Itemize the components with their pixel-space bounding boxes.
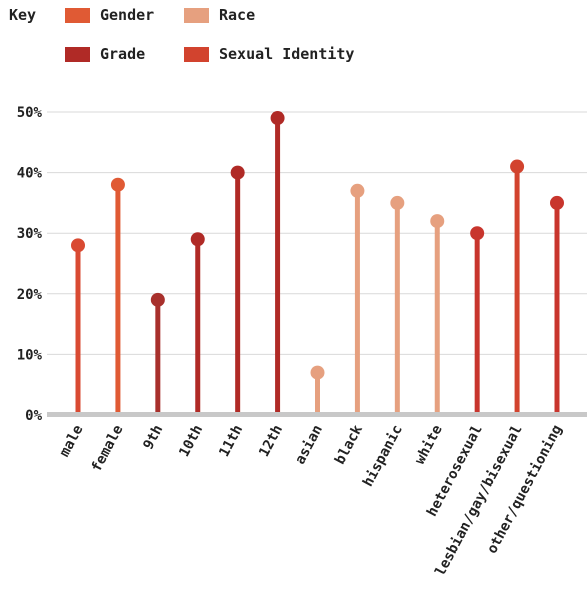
lollipop-stems [75,118,560,415]
x-tick-label-male: male [57,422,87,459]
x-tick-label-9th: 9th [140,422,166,452]
legend-swatch-gender [65,7,90,23]
x-tick-label-hispanic: hispanic [360,422,406,489]
legend: Key Gender Race Grade Sexual Identity [0,0,587,70]
y-tick-label: 0% [25,408,42,424]
lollipop-dot-lesbian/gay/bisexual [510,159,525,174]
lollipop-dot-9th [150,292,165,307]
grid-lines [47,111,587,355]
x-tick-label-10th: 10th [176,422,206,459]
x-tick-label-asian: asian [292,422,326,467]
x-axis-baseline [47,412,587,417]
lollipop-dot-hispanic [390,195,405,210]
y-tick-label: 50% [17,105,43,121]
lollipop-dot-white [430,214,445,229]
legend-swatch-grade [65,46,90,62]
lollipop-dots [71,111,564,380]
x-tick-label-11th: 11th [216,422,246,459]
legend-item-grade: Grade [65,45,145,63]
x-axis-ticks: male female 9th 10th 11th 12th asian blackhispa… [57,422,566,579]
lollipop-dot-12th [270,111,285,126]
legend-title: Key [9,6,37,24]
legend-item-gender: Gender [65,6,154,24]
x-tick-label-12th: 12th [256,422,286,459]
lollipop-dot-male [71,238,85,253]
legend-swatch-race [184,7,209,23]
lollipop-dot-black [350,183,365,198]
y-tick-label: 30% [17,226,43,242]
y-axis-ticks: 0% 10% 20% 30% 40% 50% [17,105,43,424]
legend-label-gender: Gender [100,6,155,24]
lollipop-dot-heterosexual [470,226,485,241]
x-tick-label-black: black [332,422,366,467]
lollipop-dot-asian [310,365,325,380]
x-tick-label-white: white [412,422,446,467]
x-tick-label-other/questioning: other/questioning [484,422,565,556]
lollipop-dot-11th [230,165,245,180]
legend-label-race: Race [219,6,256,24]
lollipop-dot-other/questioning [550,195,564,210]
legend-swatch-sexual-identity [184,46,209,62]
legend-item-race: Race [184,6,255,24]
legend-label-grade: Grade [100,45,146,63]
legend-label-sexual-identity: Sexual Identity [219,45,355,63]
lollipop-dot-10th [190,232,205,247]
x-tick-label-female: female [89,422,127,474]
y-tick-label: 40% [17,166,43,182]
y-tick-label: 10% [17,347,43,363]
lollipop-dot-female [110,177,125,192]
legend-item-sexual-identity: Sexual Identity [184,45,354,63]
y-tick-label: 20% [17,287,43,303]
